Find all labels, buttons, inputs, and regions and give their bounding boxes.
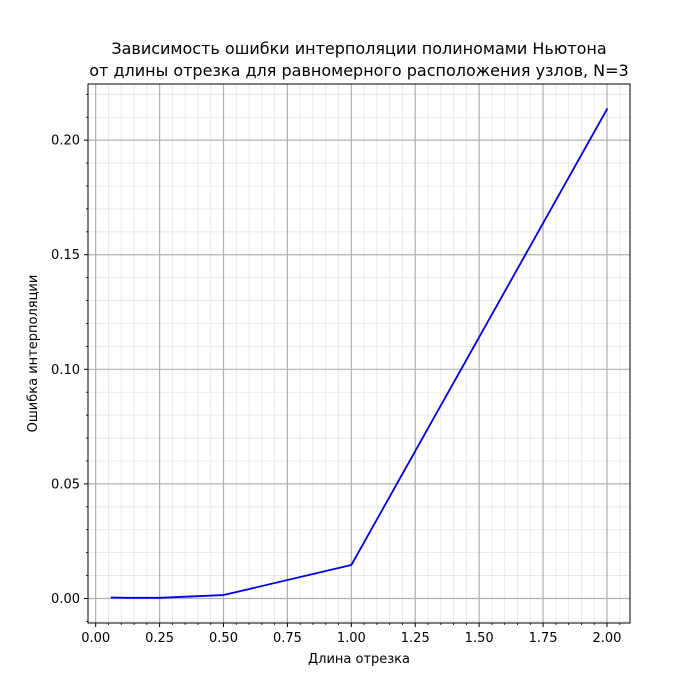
x-ticks: 0.00 0.25 0.50 0.75 1.00 1.25 1.50 1.75 2.00 — [81, 623, 621, 646]
x-tick-label: 1.00 — [337, 631, 366, 646]
chart-title-line-2: от длины отрезка для равномерного распол… — [89, 61, 628, 80]
y-tick-label: 0.20 — [51, 134, 80, 149]
x-tick-label: 2.00 — [593, 631, 622, 646]
major-grid — [88, 84, 630, 623]
y-axis-label: Ошибка интерполяции — [26, 275, 41, 433]
minor-grid — [88, 84, 630, 623]
x-tick-label: 1.50 — [465, 631, 494, 646]
series-layer — [110, 107, 609, 599]
x-axis-label: Длина отрезка — [308, 652, 410, 667]
series-line-0 — [110, 107, 609, 599]
y-tick-label: 0.15 — [51, 248, 80, 263]
x-tick-label: 1.75 — [529, 631, 558, 646]
x-tick-label: 1.25 — [401, 631, 430, 646]
y-tick-label: 0.05 — [51, 477, 80, 492]
axes-frame — [87, 83, 631, 624]
y-ticks: 0.00 0.05 0.10 0.15 0.20 — [51, 93, 88, 622]
y-tick-label: 0.10 — [51, 363, 80, 378]
y-tick-label: 0.00 — [51, 592, 80, 607]
x-tick-label: 0.50 — [209, 631, 238, 646]
x-tick-label: 0.75 — [273, 631, 302, 646]
x-tick-label: 0.00 — [81, 631, 110, 646]
x-tick-label: 0.25 — [145, 631, 174, 646]
chart-title-line-1: Зависимость ошибки интерполяции полинома… — [111, 39, 606, 58]
